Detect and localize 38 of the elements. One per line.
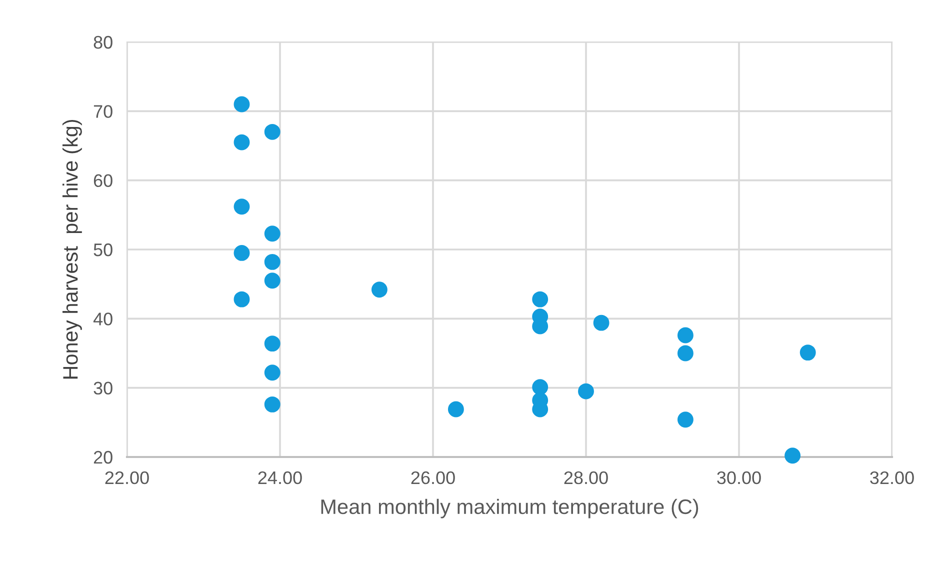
- y-tick-label: 60: [94, 174, 112, 188]
- y-tick-label: 50: [94, 243, 112, 256]
- x-tick-label: 32.00: [870, 471, 914, 484]
- y-tick-label: 70: [94, 105, 112, 118]
- point: [234, 134, 250, 150]
- x-tick-label: 22.00: [105, 471, 149, 484]
- point: [593, 314, 610, 331]
- y-tick-label: 40: [93, 312, 112, 326]
- point: [800, 344, 816, 361]
- point: [264, 124, 280, 140]
- x-tick-label: 24.00: [258, 471, 302, 484]
- y-tick-label: 20: [94, 450, 112, 464]
- point: [677, 345, 694, 362]
- point: [264, 226, 280, 242]
- point: [371, 282, 388, 298]
- point: [264, 336, 280, 352]
- point: [264, 364, 280, 381]
- point: [784, 448, 801, 464]
- point: [234, 96, 250, 112]
- point: [234, 291, 250, 308]
- y-axis-title: Honey harvest per hive (kg): [62, 120, 82, 379]
- point: [532, 291, 548, 308]
- point: [264, 254, 280, 270]
- x-tick-label: 30.00: [717, 471, 761, 484]
- point: [677, 327, 694, 344]
- point: [578, 383, 594, 400]
- x-axis-title: Mean monthly maximum temperature (C): [321, 498, 698, 518]
- point: [677, 412, 694, 428]
- point: [264, 272, 280, 289]
- y-tick-label: 80: [94, 36, 112, 49]
- point: [448, 401, 464, 418]
- point: [234, 198, 250, 215]
- y-tick-label: 30: [94, 382, 112, 395]
- point: [532, 379, 548, 396]
- point: [234, 244, 250, 261]
- x-tick-label: 28.00: [564, 471, 608, 484]
- x-tick-label: 26.00: [411, 471, 455, 484]
- point: [264, 396, 280, 412]
